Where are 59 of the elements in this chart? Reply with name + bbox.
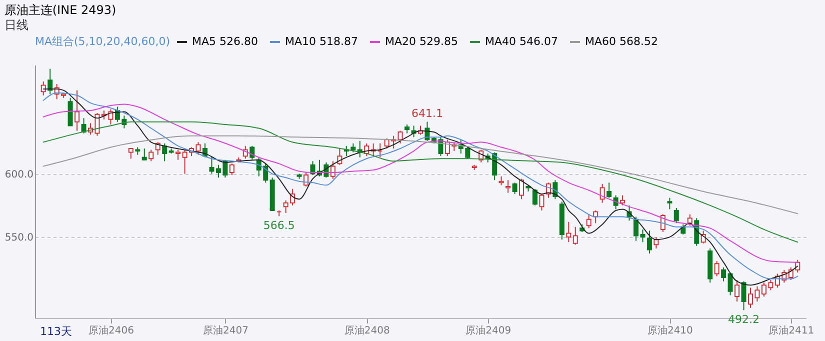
candlestick <box>250 145 255 160</box>
candlestick <box>148 149 154 162</box>
x-tick-label: 原油2411 <box>768 324 814 336</box>
candlestick <box>304 172 309 187</box>
text: 113天 <box>40 325 72 338</box>
candlestick <box>519 178 524 200</box>
candlestick <box>532 188 538 206</box>
line-series <box>42 121 798 243</box>
candlestick <box>162 142 168 162</box>
y-tick-label: 600.0 <box>4 169 34 180</box>
legend-label: MA10 518.87 <box>285 35 358 48</box>
candlestick <box>741 280 746 311</box>
candlestick <box>398 130 403 144</box>
candlestick <box>176 149 181 160</box>
candlestick <box>310 160 316 176</box>
candlestick <box>209 156 214 174</box>
candlestick <box>74 90 80 132</box>
annotation: 641.1 <box>411 106 443 120</box>
x-tick-label: 原油2409 <box>466 324 512 336</box>
candlestick <box>593 210 598 224</box>
annotation: 566.5 <box>263 219 295 232</box>
legend-label: MA60 568.52 <box>585 35 658 48</box>
chart-title: 原油主连(INE 2493) <box>4 3 116 17</box>
x-tick-label: 原油2410 <box>647 324 693 336</box>
candlestick <box>566 221 572 243</box>
x-tick-label: 原油2407 <box>202 324 248 336</box>
x-tick-label: 原油2408 <box>344 324 390 336</box>
chart-subtitle: 日线 <box>4 18 28 32</box>
candlestick <box>586 214 592 229</box>
candlestick <box>539 194 544 211</box>
candlestick <box>128 148 134 160</box>
candlestick <box>600 183 605 204</box>
candlestick <box>667 197 672 210</box>
candlestick <box>48 68 53 95</box>
candlestick <box>229 163 234 176</box>
legend-title: MA组合(5,10,20,40,60,0) <box>35 35 170 48</box>
legend-label: MA20 529.85 <box>385 35 458 48</box>
candlestick <box>330 160 336 180</box>
candlestick <box>142 148 147 160</box>
candlestick <box>620 194 626 206</box>
line-series <box>42 135 798 214</box>
x-tick-label: 原油2406 <box>88 324 134 336</box>
candlestick <box>196 142 201 156</box>
candlestick <box>506 180 511 194</box>
candlestick <box>734 280 740 302</box>
candlestick <box>512 182 518 195</box>
candlestick <box>646 230 652 254</box>
annotation: 492.2 <box>728 313 760 326</box>
legend-label: MA40 546.07 <box>485 35 558 48</box>
candlestick <box>606 182 612 198</box>
candlestick <box>721 266 726 282</box>
candlestick <box>728 272 733 296</box>
legend-label: MA5 526.80 <box>192 35 258 48</box>
candlestick <box>714 260 720 277</box>
candlestick <box>572 226 578 246</box>
candlestick <box>40 80 46 96</box>
y-tick-label: 550.0 <box>4 232 34 244</box>
candlestick <box>687 214 692 226</box>
candlestick <box>674 207 679 224</box>
